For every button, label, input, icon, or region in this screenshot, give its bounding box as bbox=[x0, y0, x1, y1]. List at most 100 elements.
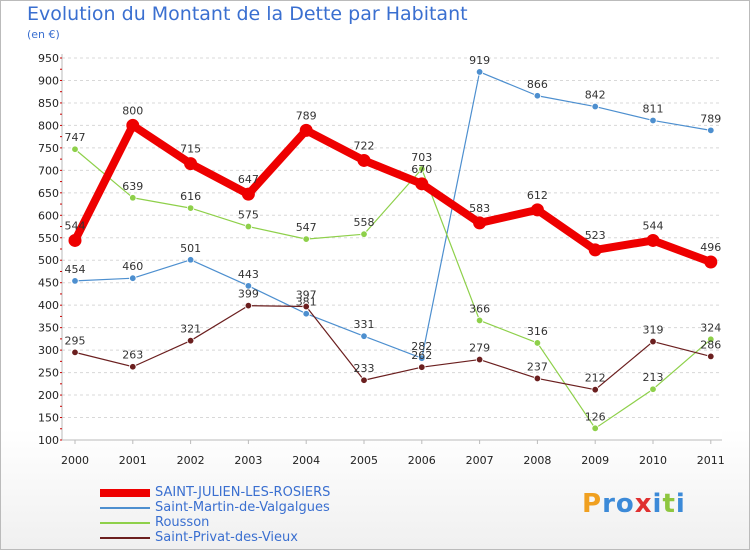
data-point-rousson bbox=[418, 165, 426, 173]
data-point-saint-julien-les-rosiers bbox=[357, 153, 371, 167]
data-label-saint-privat-des-vieux: 263 bbox=[122, 349, 143, 362]
data-label-saint-privat-des-vieux: 319 bbox=[643, 324, 664, 337]
data-label-saint-privat-des-vieux: 295 bbox=[65, 334, 86, 347]
data-point-rousson bbox=[649, 385, 657, 393]
series-line-rousson bbox=[74, 148, 712, 429]
data-point-saint-julien-les-rosiers bbox=[646, 233, 660, 247]
data-point-saint-julien-les-rosiers bbox=[68, 233, 82, 247]
data-point-rousson bbox=[533, 339, 542, 347]
y-tick-label: 400 bbox=[38, 299, 59, 312]
data-label-saint-julien-les-rosiers: 612 bbox=[527, 189, 548, 202]
data-label-saint-martin-de-valgalgues: 460 bbox=[122, 260, 143, 273]
x-tick-label: 2006 bbox=[408, 454, 436, 467]
x-tick-label: 2002 bbox=[177, 454, 205, 467]
y-tick-label: 350 bbox=[38, 322, 59, 335]
x-tick-label: 2007 bbox=[466, 454, 494, 467]
y-tick-label: 650 bbox=[38, 187, 59, 200]
data-point-saint-julien-les-rosiers bbox=[126, 118, 140, 132]
data-point-rousson bbox=[186, 204, 195, 212]
data-point-saint-martin-de-valgalgues bbox=[302, 310, 310, 318]
x-tick-label: 2010 bbox=[639, 454, 667, 467]
data-label-rousson: 616 bbox=[180, 190, 201, 203]
data-label-saint-julien-les-rosiers: 789 bbox=[296, 109, 317, 122]
data-label-saint-martin-de-valgalgues: 381 bbox=[296, 296, 317, 309]
data-label-rousson: 747 bbox=[65, 131, 86, 144]
data-point-saint-julien-les-rosiers bbox=[704, 255, 718, 269]
y-tick-label: 200 bbox=[38, 389, 59, 402]
data-label-saint-julien-les-rosiers: 800 bbox=[122, 104, 143, 117]
data-label-saint-martin-de-valgalgues: 919 bbox=[469, 54, 490, 67]
data-label-saint-martin-de-valgalgues: 331 bbox=[354, 318, 375, 331]
x-tick-label: 2008 bbox=[523, 454, 551, 467]
series-line-saint-martin-de-valgalgues bbox=[74, 71, 712, 359]
y-tick-label: 450 bbox=[38, 277, 59, 290]
data-point-saint-privat-des-vieux bbox=[649, 337, 657, 346]
data-point-saint-julien-les-rosiers bbox=[473, 216, 487, 230]
brand-letter: i bbox=[652, 489, 663, 519]
brand-letter: o bbox=[615, 489, 635, 519]
data-label-saint-privat-des-vieux: 397 bbox=[296, 289, 317, 302]
brand-letter: x bbox=[634, 489, 653, 519]
legend-swatch bbox=[100, 536, 150, 539]
data-point-saint-martin-de-valgalgues bbox=[360, 332, 368, 340]
data-point-saint-julien-les-rosiers bbox=[299, 123, 313, 137]
data-point-saint-julien-les-rosiers bbox=[184, 157, 198, 171]
data-label-rousson: 547 bbox=[296, 221, 317, 234]
legend-label: Saint-Martin-de-Valgalgues bbox=[155, 500, 330, 515]
data-label-saint-privat-des-vieux: 399 bbox=[238, 288, 259, 301]
data-label-saint-privat-des-vieux: 237 bbox=[527, 360, 548, 373]
data-label-saint-julien-les-rosiers: 496 bbox=[700, 241, 721, 254]
data-label-saint-martin-de-valgalgues: 866 bbox=[527, 78, 548, 91]
data-point-rousson bbox=[475, 316, 484, 325]
y-tick-label: 150 bbox=[38, 412, 59, 425]
legend-label: Saint-Privat-des-Vieux bbox=[155, 530, 298, 545]
data-label-saint-privat-des-vieux: 279 bbox=[469, 342, 490, 355]
data-point-saint-privat-des-vieux bbox=[475, 355, 484, 364]
data-point-saint-privat-des-vieux bbox=[360, 376, 368, 384]
data-label-rousson: 558 bbox=[354, 216, 375, 229]
data-point-saint-martin-de-valgalgues bbox=[591, 102, 599, 111]
data-label-saint-privat-des-vieux: 262 bbox=[411, 349, 432, 362]
brand-letter: t bbox=[662, 489, 676, 519]
data-label-rousson: 324 bbox=[700, 321, 721, 334]
data-label-saint-julien-les-rosiers: 715 bbox=[180, 143, 201, 156]
data-label-saint-julien-les-rosiers: 544 bbox=[65, 219, 86, 232]
data-label-saint-julien-les-rosiers: 670 bbox=[411, 163, 432, 176]
data-label-saint-martin-de-valgalgues: 811 bbox=[643, 102, 664, 115]
y-tick-label: 850 bbox=[38, 97, 59, 110]
data-point-saint-martin-de-valgalgues bbox=[244, 282, 253, 290]
data-label-rousson: 316 bbox=[527, 325, 548, 338]
y-tick-label: 600 bbox=[38, 209, 59, 222]
data-label-saint-martin-de-valgalgues: 282 bbox=[411, 340, 432, 353]
data-point-saint-privat-des-vieux bbox=[71, 348, 79, 357]
data-label-saint-julien-les-rosiers: 722 bbox=[354, 139, 375, 152]
data-label-rousson: 575 bbox=[238, 209, 259, 222]
y-tick-label: 950 bbox=[38, 52, 59, 65]
x-tick-label: 2003 bbox=[234, 454, 262, 467]
data-point-saint-privat-des-vieux bbox=[302, 302, 310, 311]
data-label-saint-martin-de-valgalgues: 454 bbox=[65, 263, 86, 276]
x-tick-label: 2011 bbox=[697, 454, 725, 467]
data-label-saint-martin-de-valgalgues: 443 bbox=[238, 268, 259, 281]
data-label-rousson: 639 bbox=[122, 180, 143, 193]
y-tick-label: 800 bbox=[38, 119, 59, 132]
data-point-saint-privat-des-vieux bbox=[591, 385, 599, 394]
chart-subtitle: (en €) bbox=[27, 28, 60, 41]
data-point-saint-julien-les-rosiers bbox=[241, 187, 255, 201]
data-label-saint-martin-de-valgalgues: 789 bbox=[700, 112, 721, 125]
data-label-saint-julien-les-rosiers: 583 bbox=[469, 202, 490, 215]
y-tick-label: 750 bbox=[38, 142, 59, 155]
data-label-saint-privat-des-vieux: 212 bbox=[585, 372, 606, 385]
data-point-saint-julien-les-rosiers bbox=[530, 203, 544, 217]
data-label-rousson: 213 bbox=[643, 371, 664, 384]
data-point-saint-martin-de-valgalgues bbox=[186, 256, 195, 264]
data-label-rousson: 126 bbox=[585, 410, 606, 423]
data-point-saint-martin-de-valgalgues bbox=[129, 274, 137, 282]
legend-label: SAINT-JULIEN-LES-ROSIERS bbox=[155, 485, 331, 500]
data-label-saint-privat-des-vieux: 286 bbox=[700, 338, 721, 351]
y-tick-label: 700 bbox=[38, 164, 59, 177]
legend-swatch bbox=[100, 521, 150, 524]
y-tick-label: 300 bbox=[38, 344, 59, 357]
data-point-saint-privat-des-vieux bbox=[186, 336, 195, 345]
data-point-saint-privat-des-vieux bbox=[244, 301, 253, 310]
